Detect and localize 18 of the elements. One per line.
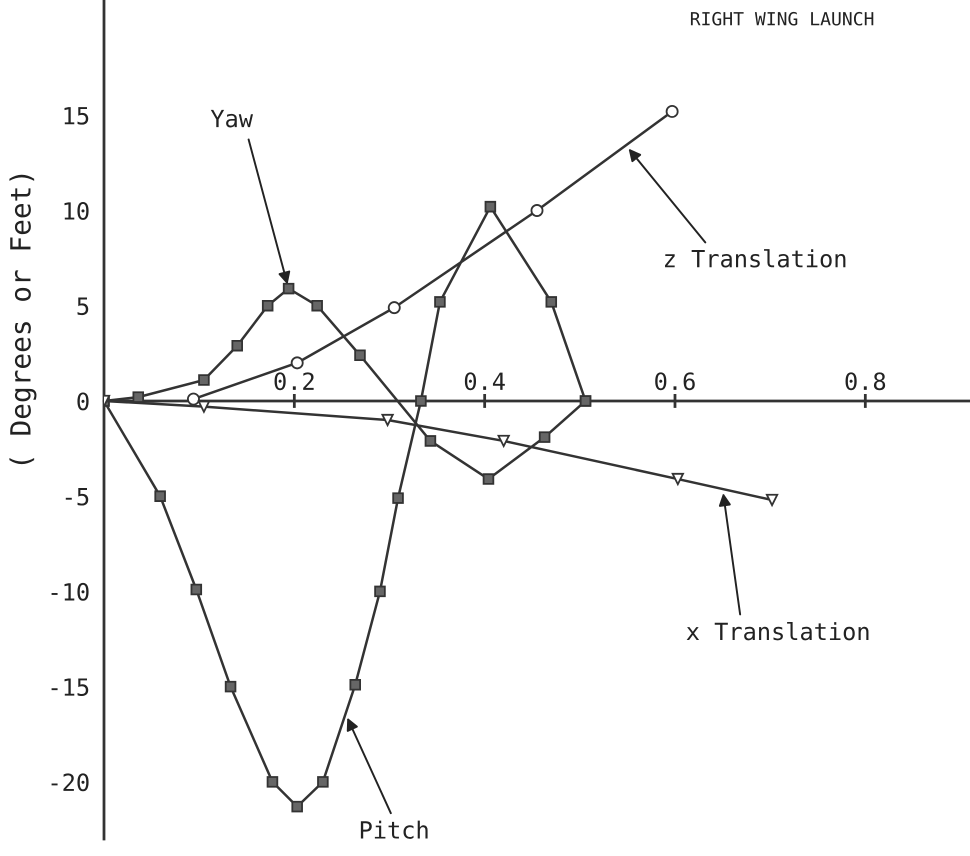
chart-title: RIGHT WING LAUNCH [690,12,874,26]
text: Pitch [360,820,428,839]
y-axis-title: ( Degrees or Feet) [9,174,36,464]
text: x Translation [686,622,868,640]
y-tick-label: -10 [52,582,89,601]
text: Yaw [210,110,253,128]
y-tick-label: 0 [77,392,89,410]
y-tick-label: -15 [52,678,88,696]
y-tick-label: -5 [66,488,88,506]
y-tick-label: -20 [52,773,89,792]
y-tick-label: 10 [64,202,89,220]
x-tick-label: 0.2 [274,372,314,390]
y-tick-label: 15 [64,107,88,125]
y-tick-label: 5 [78,298,88,316]
x-tick-label: 0.8 [846,372,886,390]
text: z Translation [665,249,846,268]
x-tick-label: 0.6 [655,372,695,390]
x-tick-label: 0.4 [464,372,505,390]
